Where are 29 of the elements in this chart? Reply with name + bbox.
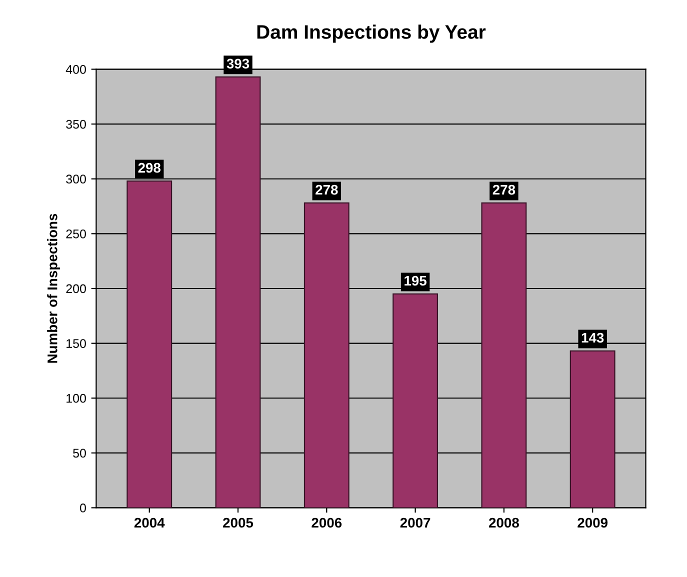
y-tick-label: 250 [66, 229, 86, 238]
data-label: 278 [316, 184, 338, 195]
y-tick-label: 50 [73, 448, 86, 458]
bar [392, 293, 438, 508]
y-tick-label: 400 [66, 65, 86, 74]
data-label: 195 [404, 276, 427, 286]
chart-title: Dam Inspections by Year [257, 24, 486, 43]
x-tick-label: 2009 [578, 518, 608, 528]
x-tick-label: 2005 [223, 518, 254, 528]
y-tick-label: 0 [80, 504, 86, 512]
x-tick-label: 2006 [312, 518, 342, 528]
y-tick-label: 100 [66, 394, 86, 403]
bar [126, 180, 172, 508]
y-tick-label: 300 [66, 174, 86, 184]
y-tick-label: 200 [66, 284, 86, 294]
x-tick-label: 2004 [134, 518, 165, 528]
data-label: 298 [138, 162, 161, 173]
bar [215, 76, 261, 508]
data-label: 143 [582, 332, 604, 343]
data-label: 278 [492, 184, 516, 195]
bar [481, 202, 527, 508]
bar [304, 202, 350, 508]
y-tick-label: 350 [66, 120, 86, 129]
y-tick-label: 150 [66, 339, 86, 348]
x-tick-label: 2007 [400, 518, 430, 528]
data-label: 393 [226, 58, 250, 69]
y-axis-title: Number of Inspections [47, 214, 60, 363]
x-tick-label: 2008 [488, 518, 519, 528]
bar [570, 350, 616, 508]
